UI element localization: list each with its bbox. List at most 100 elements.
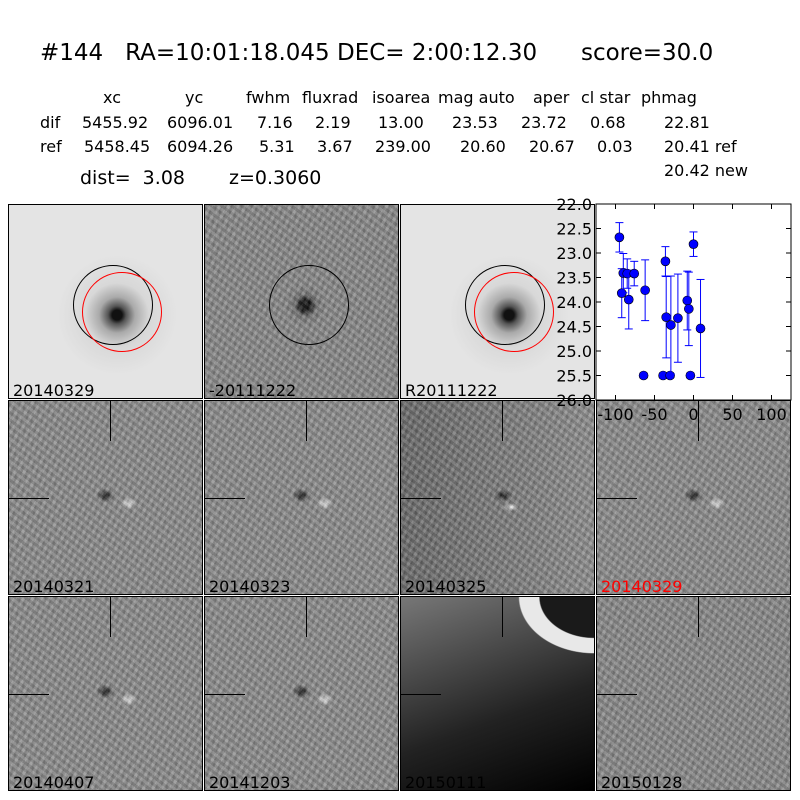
redshift-value: z=0.3060	[229, 167, 322, 189]
candidate-title: #144 RA=10:01:18.045 DEC= 2:00:12.30 sco…	[40, 40, 714, 66]
data-point	[685, 370, 696, 381]
image-stamp: R20111222	[400, 204, 595, 399]
cell: 0.03	[597, 137, 633, 156]
table-row-ref: ref 5458.45 6094.26 5.31 3.67 239.00 20.…	[0, 137, 800, 157]
image-stamp: -20111222	[204, 204, 399, 399]
crosshair-tick	[110, 401, 111, 441]
data-point	[623, 294, 634, 305]
cell: 23.53	[452, 113, 498, 132]
x-tick-label: 0	[688, 405, 698, 424]
cell: 5.31	[259, 137, 295, 156]
crosshair-tick	[502, 597, 503, 637]
data-point	[682, 295, 693, 306]
crosshair-tick	[401, 498, 441, 499]
stamp-date-label: 20140407	[13, 773, 95, 791]
data-point	[688, 239, 699, 249]
crosshair-tick	[401, 694, 441, 695]
cell: 7.16	[257, 113, 293, 132]
crosshair-tick	[205, 694, 245, 695]
light-curve-chart: 22.0 22.5 23.0 23.5 24.0 24.5 25.0 25.5 26.0 -100…	[556, 195, 792, 424]
y-tick-label: 23.5	[556, 269, 592, 288]
image-stamp: 20150111	[400, 596, 595, 791]
stamp-date-label: R20111222	[405, 381, 498, 399]
x-tick-label: 50	[722, 405, 742, 424]
black-aperture-circle	[269, 265, 349, 345]
cell: 23.72	[521, 113, 567, 132]
stamp-date-label: 20140329	[13, 381, 95, 399]
image-stamp: 20140323	[204, 400, 399, 595]
data-point	[673, 313, 683, 323]
cell: 0.68	[590, 113, 626, 132]
noise-texture	[205, 401, 398, 594]
crosshair-tick	[110, 597, 111, 637]
image-stamp: 20140329	[596, 400, 791, 595]
cell: 3.67	[317, 137, 353, 156]
data-point	[684, 304, 694, 314]
stamp-date-label: -20111222	[209, 381, 297, 399]
stamp-date-label: 20150128	[601, 773, 683, 791]
crosshair-tick	[698, 401, 699, 441]
header-aper: aper	[533, 88, 570, 107]
crosshair-tick	[698, 597, 699, 637]
table-header: xc yc fwhm fluxrad isoarea mag auto aper…	[0, 88, 800, 108]
dist-value: dist= 3.08	[80, 167, 185, 189]
cell: 20.67	[529, 137, 575, 156]
crosshair-tick	[597, 694, 637, 695]
y-tick-label: 25.0	[556, 342, 592, 361]
data-point	[695, 323, 706, 334]
noise-texture	[205, 597, 398, 790]
image-stamp: 20141203	[204, 596, 399, 791]
crosshair-tick	[306, 401, 307, 441]
y-tick-label: 22.5	[556, 220, 592, 239]
row-label: ref	[40, 137, 62, 156]
y-tick-label: 23.0	[556, 244, 592, 263]
cell: 5458.45	[84, 137, 151, 156]
crosshair-tick	[9, 498, 49, 499]
stamp-date-label: 20140329	[601, 577, 683, 595]
header-phmag: phmag	[641, 88, 697, 107]
cell: 20.41 ref	[664, 137, 737, 156]
crosshair-tick	[9, 694, 49, 695]
data-point	[638, 370, 649, 381]
image-stamp: 20140321	[8, 400, 203, 595]
stamp-date-label: 20141203	[209, 773, 291, 791]
y-tick-label: 25.5	[556, 367, 592, 386]
image-stamp: 20140325	[400, 400, 595, 595]
image-stamp: 20140407	[8, 596, 203, 791]
stamp-date-label: 20140325	[405, 577, 487, 595]
cell: 2.19	[315, 113, 351, 132]
red-aperture-circle	[82, 272, 162, 352]
image-stamp: 20150128	[596, 596, 791, 791]
y-tick-label: 24.5	[556, 318, 592, 337]
data-point	[660, 256, 671, 267]
header-fwhm: fwhm	[246, 88, 291, 107]
y-tick-label: 22.0	[556, 195, 592, 214]
cell: 22.81	[664, 113, 710, 132]
cell: 239.00	[375, 137, 431, 156]
x-tick-label: -100	[597, 405, 633, 424]
data-point	[666, 320, 676, 330]
x-tick-label: -50	[641, 405, 667, 424]
header-isoarea: isoarea	[372, 88, 431, 107]
header-yc: yc	[185, 88, 204, 107]
noise-texture	[597, 401, 790, 594]
header-xc: xc	[103, 88, 121, 107]
crosshair-tick	[502, 401, 503, 441]
noise-texture	[401, 401, 594, 594]
red-aperture-circle	[474, 272, 554, 352]
cell: 20.60	[460, 137, 506, 156]
y-tick-label: 24.0	[556, 293, 592, 312]
crosshair-tick	[597, 498, 637, 499]
image-stamp: 20140329	[8, 204, 203, 399]
crosshair-tick	[205, 498, 245, 499]
row-label: dif	[40, 113, 61, 132]
cell: 13.00	[378, 113, 424, 132]
table-row-dif: dif 5455.92 6096.01 7.16 2.19 13.00 23.5…	[0, 113, 800, 133]
cell: 5455.92	[82, 113, 149, 132]
cell: 6096.01	[167, 113, 234, 132]
data-point	[661, 312, 671, 322]
stamp-date-label: 20150111	[405, 773, 487, 791]
data-point	[640, 285, 650, 296]
noise-texture	[597, 597, 790, 790]
header-fluxrad: fluxrad	[302, 88, 359, 107]
